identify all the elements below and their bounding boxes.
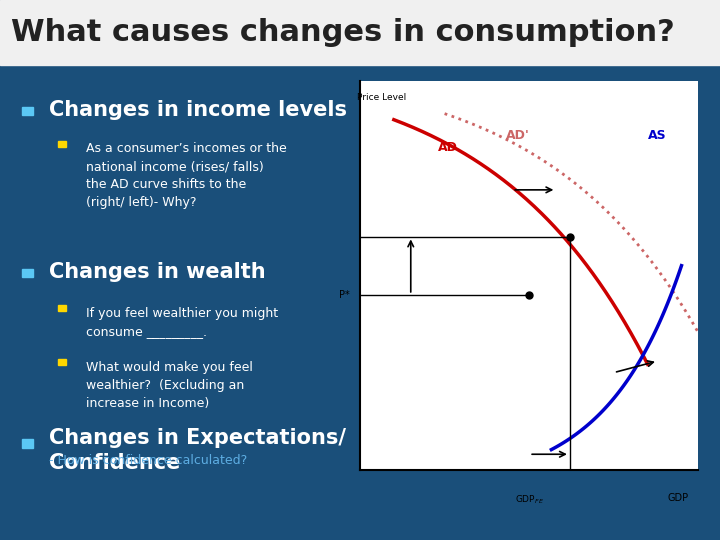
- Text: Changes in Expectations/
Confidence: Changes in Expectations/ Confidence: [49, 428, 346, 473]
- Text: Changes in wealth: Changes in wealth: [49, 261, 266, 282]
- Text: AD: AD: [438, 141, 458, 154]
- Text: What would make you feel
wealthier?  (Excluding an
increase in Income): What would make you feel wealthier? (Exc…: [86, 361, 253, 410]
- Bar: [22, 439, 32, 448]
- Text: What causes changes in consumption?: What causes changes in consumption?: [11, 18, 675, 47]
- Bar: [0, 0, 720, 65]
- Text: GDP: GDP: [667, 493, 688, 503]
- Text: AS: AS: [648, 129, 666, 143]
- Text: AD': AD': [505, 129, 529, 143]
- Text: As a consumer’s incomes or the
national income (rises/ falls)
the AD curve shift: As a consumer’s incomes or the national …: [86, 142, 287, 209]
- Text: GDP$_{FE}$: GDP$_{FE}$: [515, 493, 544, 505]
- Bar: [58, 140, 66, 146]
- Bar: [58, 305, 66, 311]
- Text: If you feel wealthier you might
consume _________.: If you feel wealthier you might consume …: [86, 307, 279, 338]
- Bar: [22, 107, 32, 116]
- Text: P*: P*: [339, 290, 350, 300]
- Bar: [58, 359, 66, 365]
- Bar: [22, 269, 32, 278]
- Text: Price Level: Price Level: [356, 93, 406, 102]
- Text: - How is confidence calculated?: - How is confidence calculated?: [49, 454, 247, 467]
- Text: Changes in income levels: Changes in income levels: [49, 99, 347, 120]
